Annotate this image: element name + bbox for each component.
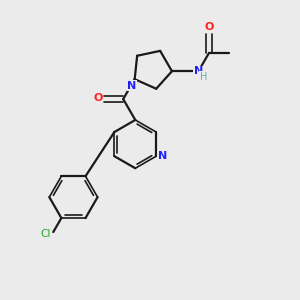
Text: N: N	[127, 81, 136, 91]
Text: O: O	[94, 93, 103, 103]
Text: Cl: Cl	[41, 230, 51, 239]
Text: H: H	[200, 71, 207, 82]
Text: N: N	[194, 66, 203, 76]
Text: N: N	[158, 151, 167, 161]
Text: O: O	[204, 22, 214, 32]
